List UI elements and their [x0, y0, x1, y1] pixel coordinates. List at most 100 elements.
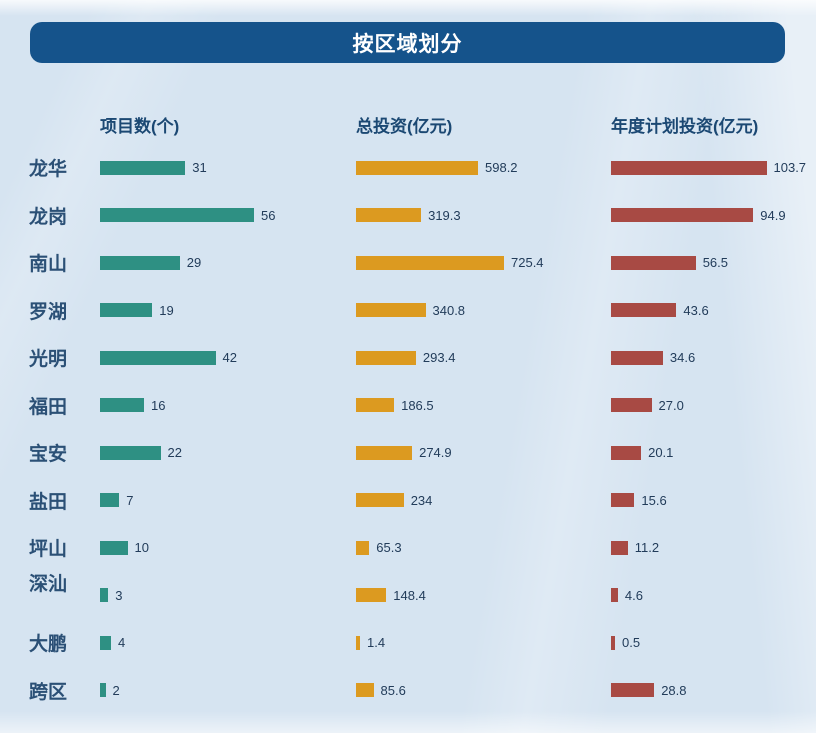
bar-cell-series-0: 19 — [100, 287, 356, 335]
bar-cell-series-1: 65.3 — [356, 524, 611, 572]
bar-value: 103.7 — [773, 160, 807, 176]
bar-value: 27.0 — [658, 397, 684, 413]
bar-value: 148.4 — [393, 587, 426, 603]
bar — [100, 255, 180, 270]
bar-cell-series-1: 725.4 — [356, 239, 611, 287]
bar-cell-series-1: 1.4 — [356, 619, 611, 667]
bar — [100, 683, 106, 698]
bar-value: 15.6 — [641, 492, 667, 508]
bar-cell-series-0: 56 — [100, 192, 356, 240]
bar-value: 28.8 — [661, 682, 687, 698]
chart-row-盐田: 盐田 7 234 15.6 — [0, 477, 816, 525]
bar — [100, 540, 128, 555]
bar-value: 3 — [115, 587, 123, 603]
bar — [611, 255, 696, 270]
bar-cell-series-2: 34.6 — [611, 334, 816, 382]
bar — [611, 303, 677, 318]
region-label: 光明 — [29, 349, 68, 371]
region-label: 坪山 — [29, 539, 68, 561]
bar-cell-series-1: 293.4 — [356, 334, 611, 382]
bar — [100, 350, 216, 365]
bar-cell-series-1: 598.2 — [356, 144, 611, 192]
bar — [356, 635, 360, 650]
panel-title-bar: 按区域划分 — [30, 22, 785, 63]
region-label: 深汕 — [29, 573, 68, 595]
bar-cell-series-1: 340.8 — [356, 287, 611, 335]
bar — [611, 493, 635, 508]
bar — [356, 588, 387, 603]
bar-value: 11.2 — [634, 540, 660, 556]
bar — [356, 350, 416, 365]
bar-cell-series-2: 20.1 — [611, 429, 816, 477]
bar-cell-series-0: 2 — [100, 667, 356, 715]
bar-value: 4 — [118, 635, 126, 651]
chart-row-跨区: 跨区 2 85.6 28.8 — [0, 667, 816, 715]
chart-row-龙华: 龙华 31 598.2 103.7 — [0, 144, 816, 192]
panel-title: 按区域划分 — [352, 32, 463, 56]
bar — [100, 208, 254, 223]
bar-cell-series-1: 85.6 — [356, 667, 611, 715]
bar — [356, 683, 374, 698]
bar-cell-series-1: 319.3 — [356, 192, 611, 240]
bar-cell-series-2: 27.0 — [611, 382, 816, 430]
bar-cell-series-2: 11.2 — [611, 524, 816, 572]
bar-value: 7 — [126, 492, 134, 508]
bar-value: 94.9 — [760, 207, 786, 223]
region-label: 盐田 — [29, 491, 68, 513]
chart-row-南山: 南山 29 725.4 56.5 — [0, 239, 816, 287]
bar — [356, 255, 504, 270]
bar-value: 34.6 — [669, 350, 696, 366]
bar-value: 19 — [159, 302, 174, 318]
bar — [356, 303, 426, 318]
bar — [356, 445, 413, 460]
bar-cell-series-2: 94.9 — [611, 192, 816, 240]
bar — [100, 303, 153, 318]
bar — [611, 208, 754, 223]
bar-value: 186.5 — [401, 397, 434, 413]
bar-cell-series-1: 148.4 — [356, 572, 611, 620]
bar — [611, 540, 628, 555]
bar-value: 56 — [261, 207, 276, 223]
region-label: 福田 — [29, 396, 68, 418]
chart-row-坪山: 坪山 10 65.3 11.2 — [0, 524, 816, 572]
bar — [611, 160, 767, 175]
bar — [356, 540, 370, 555]
bar — [100, 398, 144, 413]
bar-value: 0.5 — [622, 635, 641, 651]
bar-value: 10 — [134, 540, 149, 556]
bar-value: 42 — [222, 350, 237, 366]
chart-row-深汕: 深汕 3 148.4 4.6 — [0, 572, 816, 620]
bar — [356, 160, 478, 175]
column-headers: 项目数(个) 总投资(亿元) 年度计划投资(亿元) — [0, 110, 816, 138]
bar-value: 319.3 — [428, 207, 461, 223]
bar-value: 56.5 — [702, 255, 728, 271]
column-header-series-1: 总投资(亿元) — [356, 116, 453, 136]
column-header-series-0: 项目数(个) — [100, 116, 180, 136]
bar-value: 234 — [410, 492, 433, 508]
bar-value: 274.9 — [419, 445, 452, 461]
bar-cell-series-0: 10 — [100, 524, 356, 572]
bar — [100, 160, 186, 175]
bar — [356, 208, 422, 223]
region-label: 龙华 — [29, 159, 68, 181]
bar-cell-series-2: 15.6 — [611, 477, 816, 525]
region-label: 罗湖 — [29, 301, 68, 323]
bar-cell-series-2: 56.5 — [611, 239, 816, 287]
bar-value: 598.2 — [485, 160, 518, 176]
bar-cell-series-0: 4 — [100, 619, 356, 667]
region-label: 宝安 — [29, 444, 68, 466]
region-label: 南山 — [29, 254, 68, 276]
bar-cell-series-1: 234 — [356, 477, 611, 525]
bar-cell-series-0: 16 — [100, 382, 356, 430]
bar — [100, 635, 111, 650]
bar-cell-series-2: 28.8 — [611, 667, 816, 715]
bar-cell-series-0: 31 — [100, 144, 356, 192]
chart-rows: 龙华 31 598.2 103.7 龙岗 56 319.3 94.9 南山 29 725.4 56.5… — [0, 144, 816, 714]
bar — [611, 350, 663, 365]
bar-value: 725.4 — [511, 255, 544, 271]
bar — [100, 445, 161, 460]
bar-cell-series-0: 3 — [100, 572, 356, 620]
bar — [100, 493, 120, 508]
bar-cell-series-2: 4.6 — [611, 572, 816, 620]
bar-value: 4.6 — [624, 587, 643, 603]
